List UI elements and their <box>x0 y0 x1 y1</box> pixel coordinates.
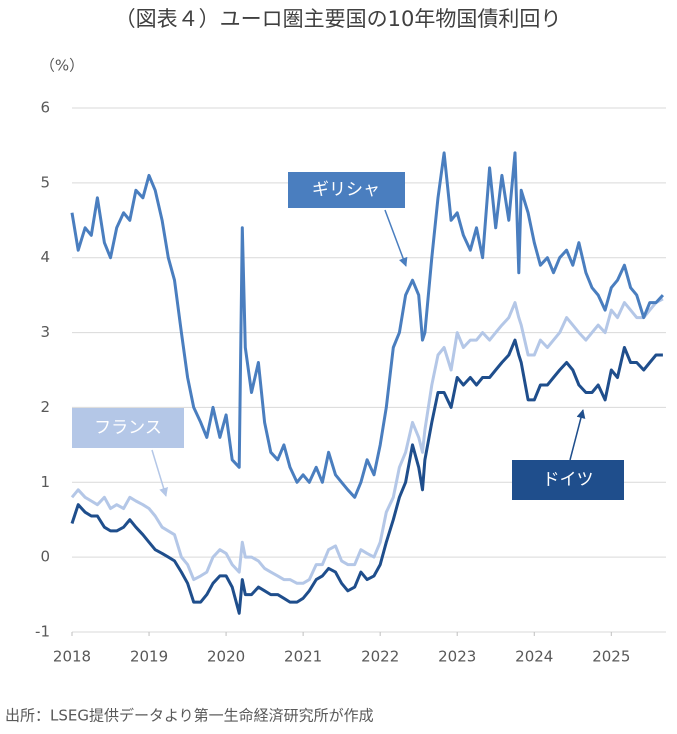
y-tick-label: 1 <box>40 473 50 491</box>
x-tick-label: 2021 <box>284 648 322 666</box>
y-tick-label: 3 <box>40 323 50 341</box>
source-note: 出所：LSEG提供データより第一生命経済研究所が作成 <box>5 707 374 725</box>
arrow <box>151 449 168 497</box>
y-tick-label: 4 <box>40 248 50 266</box>
label-box <box>72 408 184 448</box>
series-line <box>70 338 663 615</box>
x-tick-label: 2019 <box>130 648 168 666</box>
series-label: フランス <box>94 418 162 438</box>
x-tick-label: 2023 <box>438 648 476 666</box>
y-tick-label: 2 <box>40 398 50 416</box>
label-box <box>288 172 405 208</box>
x-tick-label: 2024 <box>515 648 553 666</box>
y-tick-label: 5 <box>40 173 50 191</box>
arrow <box>384 209 408 267</box>
arrow <box>569 409 586 461</box>
series-label: ギリシャ <box>312 180 380 200</box>
label-box <box>512 460 624 500</box>
y-tick-label: -1 <box>35 623 50 641</box>
y-tick-label: 0 <box>40 548 50 566</box>
series-label: ドイツ <box>543 470 594 490</box>
chart-title: （図表４）ユーロ圏主要国の10年物国債利回り <box>115 7 562 31</box>
series-line <box>70 297 664 585</box>
x-tick-label: 2020 <box>207 648 245 666</box>
x-tick-label: 2018 <box>53 648 91 666</box>
callouts: ギリシャ フランス ドイツ <box>72 172 624 500</box>
x-tick-label: 2022 <box>361 648 399 666</box>
series-line <box>70 151 665 499</box>
y-axis-label: （%） <box>40 57 84 75</box>
y-tick-label: 6 <box>40 99 50 117</box>
x-tick-label: 2025 <box>592 648 630 666</box>
